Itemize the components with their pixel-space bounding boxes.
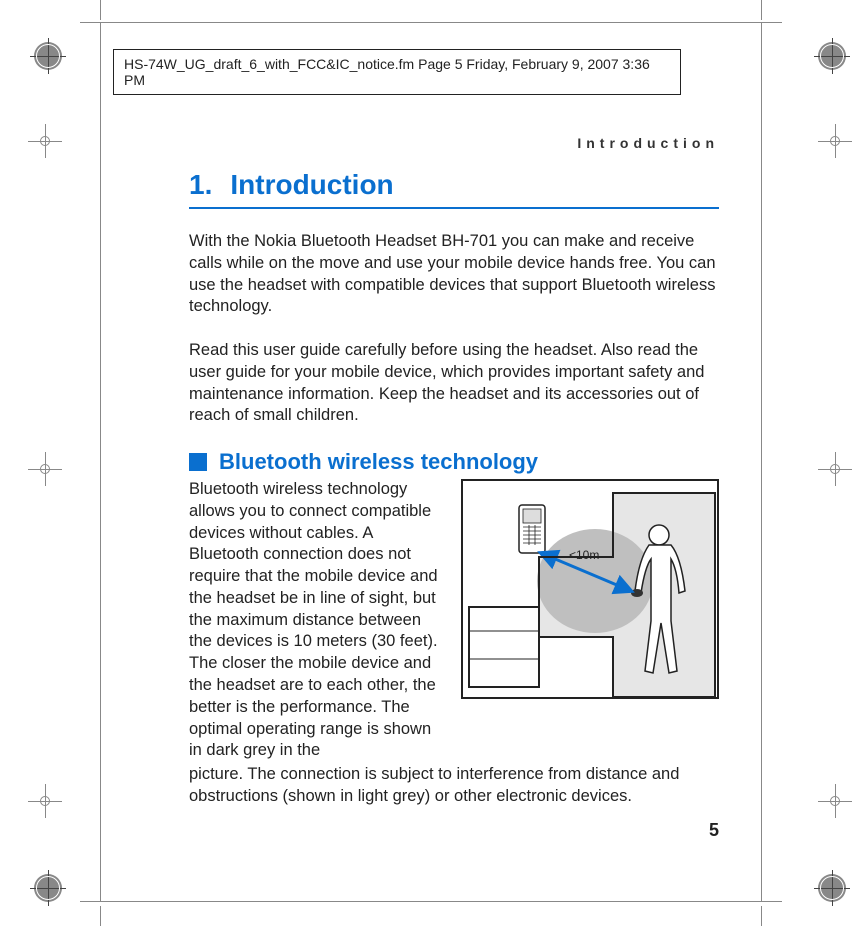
crop-cross-icon xyxy=(818,124,852,158)
crop-cross-icon xyxy=(28,124,62,158)
crop-cross-icon xyxy=(28,784,62,818)
document-header-text: HS-74W_UG_draft_6_with_FCC&IC_notice.fm … xyxy=(124,56,650,88)
crop-line-icon xyxy=(762,22,782,23)
paragraph-2: Read this user guide carefully before us… xyxy=(189,340,719,427)
crop-cross-icon xyxy=(818,784,852,818)
chapter-number: 1. xyxy=(189,169,212,201)
crop-line-icon xyxy=(761,0,762,20)
crop-line-icon xyxy=(100,0,101,20)
page-number: 5 xyxy=(709,820,719,841)
registration-mark-icon xyxy=(34,874,62,902)
chapter-title: 1. Introduction xyxy=(189,169,719,201)
registration-mark-icon xyxy=(34,42,62,70)
crop-cross-icon xyxy=(28,452,62,486)
crop-line-icon xyxy=(80,901,100,902)
registration-mark-icon xyxy=(818,42,846,70)
crop-line-icon xyxy=(761,906,762,926)
chapter-title-text: Introduction xyxy=(230,169,393,201)
bluetooth-text-wrap: Bluetooth wireless technology allows you… xyxy=(189,479,443,762)
square-bullet-icon xyxy=(189,453,207,471)
registration-mark-icon xyxy=(818,874,846,902)
paragraph-1: With the Nokia Bluetooth Headset BH-701 … xyxy=(189,231,719,318)
page-frame: HS-74W_UG_draft_6_with_FCC&IC_notice.fm … xyxy=(100,22,762,902)
document-header-box: HS-74W_UG_draft_6_with_FCC&IC_notice.fm … xyxy=(113,49,681,95)
crop-line-icon xyxy=(80,22,100,23)
chapter-rule xyxy=(189,207,719,209)
bluetooth-section-row: Bluetooth wireless technology allows you… xyxy=(189,479,719,762)
bluetooth-range-figure: <10m xyxy=(461,479,719,699)
page-content: 1. Introduction With the Nokia Bluetooth… xyxy=(189,169,719,808)
subsection-heading: Bluetooth wireless technology xyxy=(189,449,719,475)
distance-label: <10m xyxy=(569,548,599,562)
crop-line-icon xyxy=(762,901,782,902)
running-head: Introduction xyxy=(577,135,719,151)
bluetooth-text-after: picture. The connection is subject to in… xyxy=(189,764,719,808)
crop-cross-icon xyxy=(818,452,852,486)
subsection-title: Bluetooth wireless technology xyxy=(219,449,538,475)
crop-line-icon xyxy=(100,906,101,926)
